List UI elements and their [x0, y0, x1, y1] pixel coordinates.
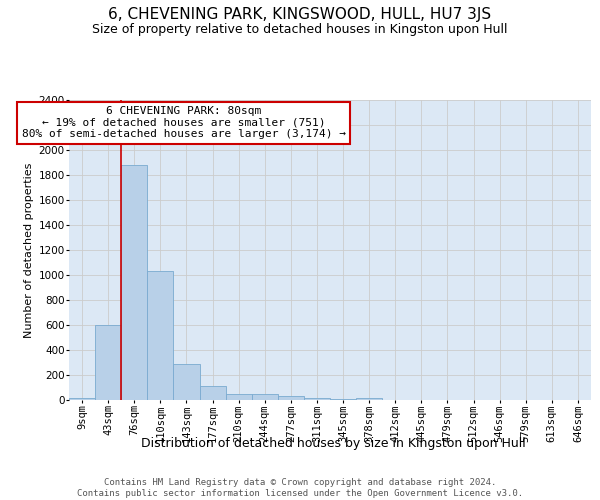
Bar — [69, 398, 95, 400]
Bar — [199, 386, 226, 400]
Y-axis label: Number of detached properties: Number of detached properties — [25, 162, 34, 338]
Bar — [148, 271, 173, 400]
Bar — [252, 394, 278, 400]
Text: Distribution of detached houses by size in Kingston upon Hull: Distribution of detached houses by size … — [140, 438, 526, 450]
Bar — [173, 364, 199, 400]
Bar — [304, 398, 330, 400]
Text: 6, CHEVENING PARK, KINGSWOOD, HULL, HU7 3JS: 6, CHEVENING PARK, KINGSWOOD, HULL, HU7 … — [109, 8, 491, 22]
Bar — [356, 398, 382, 400]
Text: Contains HM Land Registry data © Crown copyright and database right 2024.
Contai: Contains HM Land Registry data © Crown c… — [77, 478, 523, 498]
Bar — [95, 325, 121, 400]
Text: 6 CHEVENING PARK: 80sqm
← 19% of detached houses are smaller (751)
80% of semi-d: 6 CHEVENING PARK: 80sqm ← 19% of detache… — [22, 106, 346, 139]
Text: Size of property relative to detached houses in Kingston upon Hull: Size of property relative to detached ho… — [92, 22, 508, 36]
Bar — [278, 396, 304, 400]
Bar — [226, 394, 252, 400]
Bar — [121, 165, 148, 400]
